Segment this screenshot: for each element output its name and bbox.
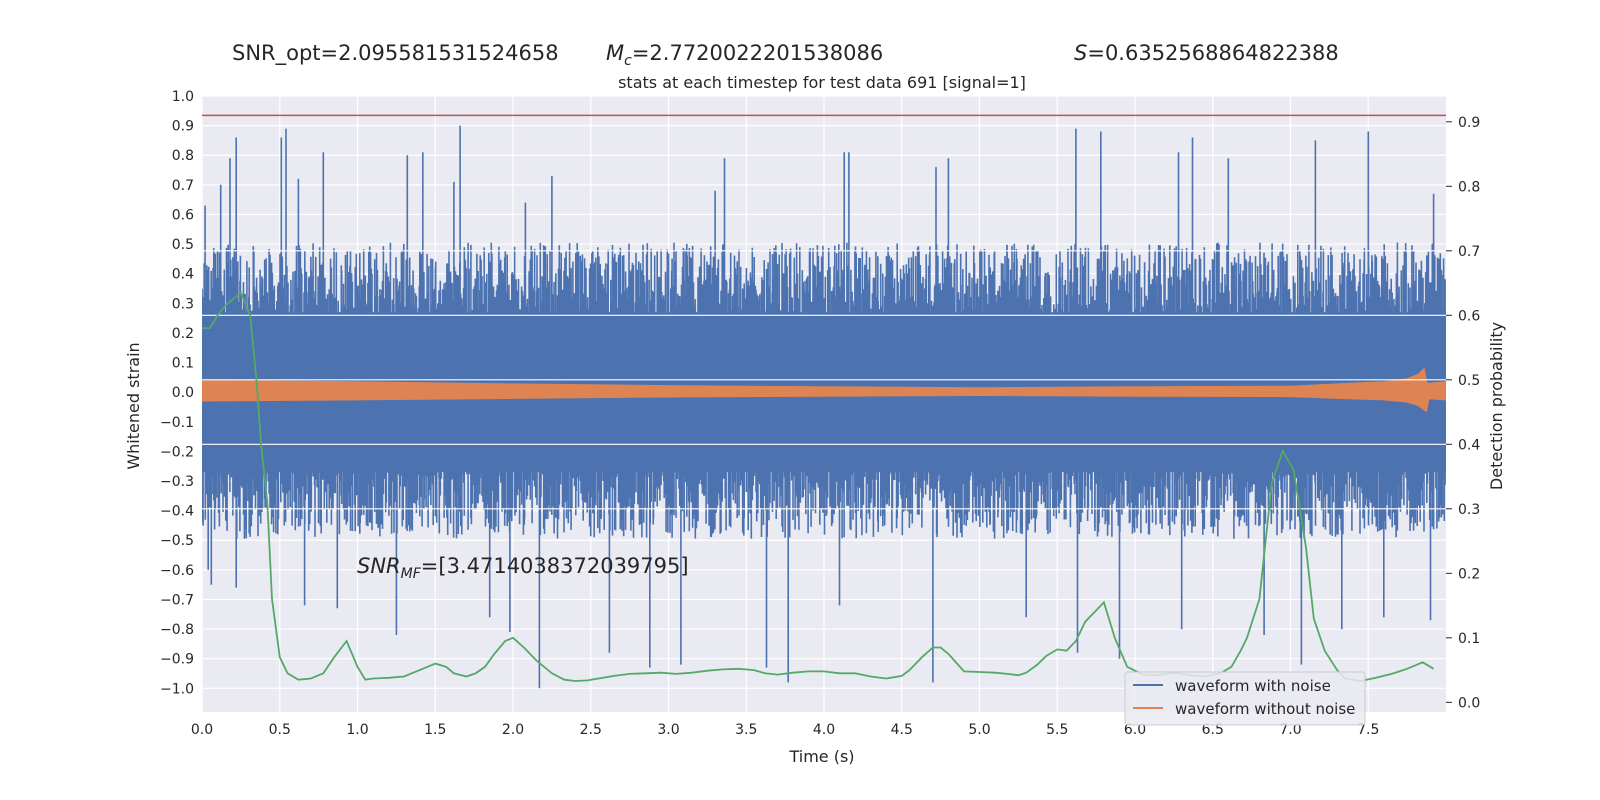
x-tick-label: 1.0 [346, 722, 368, 738]
x-axis-ticks: 0.0 0.5 1.0 1.5 2.0 2.5 3.0 3.5 4.0 4.5 5.0 5.5 6.0 6… [191, 722, 1380, 738]
x-tick-label: 5.0 [968, 722, 990, 738]
y-tick-label: −1.0 [160, 681, 194, 697]
y-tick-label: −0.1 [160, 415, 194, 431]
s-stat-value: =0.6352568864822388 [1087, 41, 1338, 65]
x-tick-label: 7.0 [1279, 722, 1301, 738]
x-tick-label: 7.5 [1357, 722, 1379, 738]
y2-tick-label: 0.3 [1458, 502, 1480, 518]
y-tick-label: 0.0 [172, 385, 194, 401]
x-tick-label: 0.0 [191, 722, 213, 738]
y2-tick-label: 0.6 [1458, 308, 1480, 324]
y-tick-label: 0.8 [172, 148, 194, 164]
x-tick-label: 6.5 [1202, 722, 1224, 738]
chirp-mass-value: =2.7720022201538086 [632, 41, 883, 65]
y-tick-label: 0.5 [172, 237, 194, 253]
y-axis-label: Whitened strain [124, 342, 143, 469]
y2-tick-label: 0.4 [1458, 437, 1480, 453]
clean-waveform-layer [202, 367, 1446, 413]
y2-axis-label: Detection probability [1487, 322, 1506, 490]
x-tick-label: 2.0 [502, 722, 524, 738]
y-tick-label: −0.7 [160, 592, 194, 608]
y2-tick-label: 0.7 [1458, 244, 1480, 260]
legend-label-noise: waveform with noise [1175, 677, 1331, 695]
snr-mf-subscript: MF [401, 566, 422, 582]
legend-label-clean: waveform without noise [1175, 700, 1355, 718]
legend: waveform with noise waveform without noi… [1124, 671, 1366, 726]
y-tick-label: −0.4 [160, 504, 194, 520]
y2-tick-label: 0.1 [1458, 631, 1480, 647]
s-stat-text: S=0.6352568864822388 [1074, 41, 1339, 65]
snr-mf-annotation: SNRMF=[3.4714038372039795] [357, 554, 689, 582]
detection-probability-line [202, 291, 1435, 682]
x-tick-label: 6.0 [1124, 722, 1146, 738]
x-tick-label: 3.0 [657, 722, 679, 738]
y-tick-label: −0.6 [160, 563, 194, 579]
chart-title: stats at each timestep for test data 691… [618, 73, 1026, 92]
snr-opt-text: SNR_opt=2.095581531524658 [232, 41, 559, 66]
y-tick-label: 0.6 [172, 207, 194, 223]
y2-tick-label: 0.8 [1458, 179, 1480, 195]
s-stat-symbol: S [1074, 41, 1087, 65]
y-tick-label: 0.2 [172, 326, 194, 342]
y-tick-label: 0.7 [172, 178, 194, 194]
y2-tick-label: 0.2 [1458, 566, 1480, 582]
chirp-mass-subscript: c [624, 53, 632, 69]
y-tick-label: −0.9 [160, 652, 194, 668]
chirp-mass-text: Mc=2.7720022201538086 [606, 41, 883, 69]
y-tick-label: 0.1 [172, 356, 194, 372]
overlay-lines-layer [202, 114, 1446, 510]
y-tick-label: 0.9 [172, 119, 194, 135]
x-tick-label: 4.5 [891, 722, 913, 738]
x-tick-label: 2.5 [580, 722, 602, 738]
y2-tick-label: 0.5 [1458, 373, 1480, 389]
probability-layer [202, 291, 1435, 682]
y2-axis-ticks: 0.9 0.8 0.7 0.6 0.5 0.4 0.3 0.2 0.1 0.0 [1446, 115, 1480, 711]
x-tick-label: 3.5 [735, 722, 757, 738]
y-tick-label: 1.0 [172, 89, 194, 105]
snr-mf-value: =[3.4714038372039795] [421, 554, 689, 578]
y2-tick-label: 0.0 [1458, 695, 1480, 711]
x-tick-label: 1.5 [424, 722, 446, 738]
y-tick-label: −0.2 [160, 444, 194, 460]
y-tick-label: −0.5 [160, 533, 194, 549]
clean-waveform-line [202, 367, 1446, 413]
y-tick-label: −0.3 [160, 474, 194, 490]
y-tick-label: −0.8 [160, 622, 194, 638]
y-tick-label: 0.3 [172, 296, 194, 312]
x-tick-label: 0.5 [269, 722, 291, 738]
x-axis-label: Time (s) [788, 747, 854, 766]
legend-box [1124, 671, 1366, 726]
y2-tick-label: 0.9 [1458, 115, 1480, 131]
x-tick-label: 5.5 [1046, 722, 1068, 738]
snr-mf-symbol: SNR [357, 554, 401, 578]
chirp-mass-symbol: M [606, 41, 624, 65]
y-axis-ticks: 1.0 0.9 0.8 0.7 0.6 0.5 0.4 0.3 0.2 0.1 0.0 −0.1 −0.… [160, 89, 194, 697]
y-tick-label: 0.4 [172, 267, 194, 283]
x-tick-label: 4.0 [813, 722, 835, 738]
